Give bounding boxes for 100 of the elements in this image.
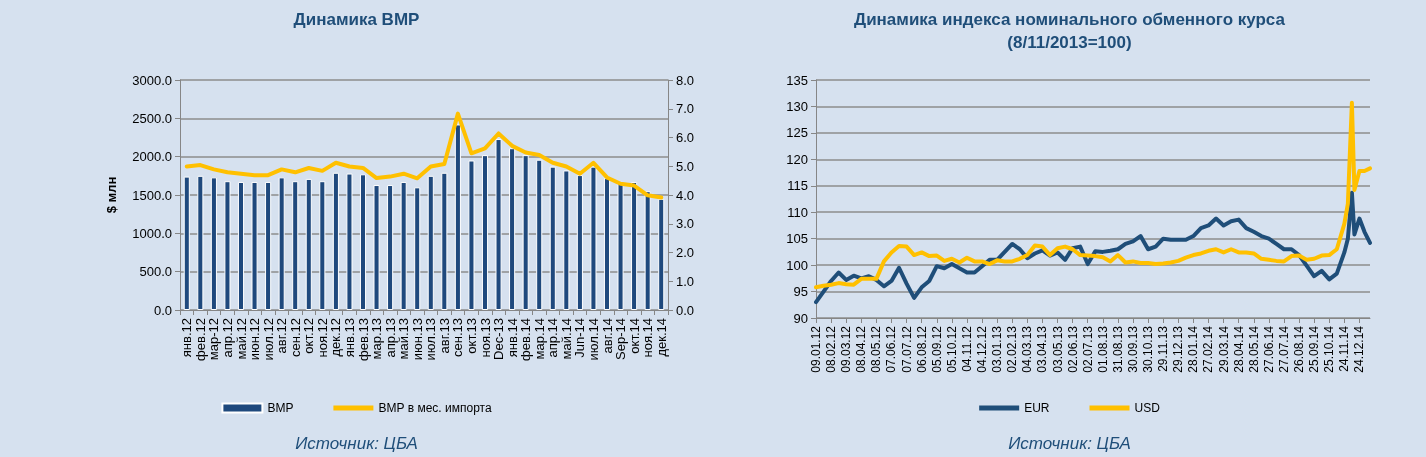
x-tick-label: ноя.14 <box>640 318 656 358</box>
y-tick-label: 90 <box>793 310 808 326</box>
legend-label: ВМР в мес. импорта <box>378 401 492 415</box>
y2-tick-label: 2.0 <box>676 245 695 260</box>
x-tick-label: мар.13 <box>369 318 385 360</box>
x-tick-label: июл.14 <box>585 318 601 361</box>
x-tick-label: 07.07.12 <box>899 325 914 373</box>
x-tick-label: Jun-14 <box>572 318 588 358</box>
bar <box>509 148 516 310</box>
x-tick-label: июн.13 <box>409 318 425 361</box>
x-tick-label: авг.14 <box>599 318 615 354</box>
y2-tick-label: 0.0 <box>676 302 695 318</box>
y2-tick-label: 3.0 <box>676 216 695 232</box>
legend-label: EUR <box>1024 401 1050 415</box>
x-tick-label: 29.11.13 <box>1156 325 1171 372</box>
bar <box>210 177 217 310</box>
bar <box>183 176 190 310</box>
y-tick-label: 120 <box>786 151 808 167</box>
bar <box>278 177 285 310</box>
bar <box>576 175 583 310</box>
x-tick-label: дек.12 <box>328 318 344 357</box>
y-tick-label: 95 <box>793 284 808 300</box>
bar <box>332 172 339 310</box>
x-tick-label: 02.06.13 <box>1065 325 1080 373</box>
bar <box>549 166 556 310</box>
bar <box>603 178 611 310</box>
x-tick-label: 05.09.12 <box>929 325 944 373</box>
x-tick-label: 08.05.12 <box>869 325 884 373</box>
x-tick-label: 24.12.14 <box>1352 325 1367 373</box>
y-axis-title: $ млн <box>104 176 119 214</box>
bar <box>346 173 353 310</box>
bar <box>644 191 651 310</box>
x-tick-label: 06.08.12 <box>914 325 929 373</box>
y-tick-label: 130 <box>786 98 808 114</box>
text: Источник: ЦБА <box>1008 434 1131 453</box>
bar <box>319 181 326 310</box>
x-tick-label: 01.08.13 <box>1095 325 1110 373</box>
bar <box>373 185 380 310</box>
x-tick-label: май.13 <box>396 318 412 360</box>
x-tick-label: 27.06.14 <box>1261 325 1276 373</box>
x-tick-label: янв.12 <box>179 318 195 358</box>
bar <box>658 198 665 310</box>
chart-subtitle: (8/11/2013=100) <box>1007 33 1132 52</box>
chart-title: Динамика ВМР <box>293 10 420 29</box>
bar <box>414 187 421 310</box>
y-tick-label: 1500.0 <box>132 187 172 203</box>
bar <box>590 166 597 310</box>
bar <box>265 181 272 310</box>
y-tick-label: 105 <box>786 231 808 247</box>
x-tick-label: 07.06.12 <box>884 325 899 373</box>
y-tick-label: 125 <box>786 125 808 141</box>
bar <box>251 181 258 310</box>
x-tick-label: фев.13 <box>355 318 371 361</box>
y-tick-label: 500.0 <box>139 264 172 280</box>
x-tick-label: 09.03.12 <box>839 325 854 373</box>
y-tick-label: 1000.0 <box>132 225 172 241</box>
y2-tick-label: 6.0 <box>676 130 695 145</box>
x-tick-label: 29.03.14 <box>1216 325 1231 373</box>
x-tick-label: сен.13 <box>450 318 466 357</box>
bar <box>427 175 434 310</box>
x-tick-label: ноя.12 <box>314 318 330 358</box>
bar <box>631 181 638 310</box>
y-tick-label: 110 <box>787 204 808 220</box>
x-tick-label: 31.08.13 <box>1110 325 1125 373</box>
y-tick-label: 0.0 <box>153 302 172 318</box>
text: Источник: ЦБА <box>295 434 418 453</box>
x-tick-label: 03.01.13 <box>990 325 1005 373</box>
x-tick-label: янв.14 <box>504 318 520 358</box>
bar <box>536 159 543 310</box>
x-tick-label: дек.14 <box>653 318 669 357</box>
x-tick-label: июн.12 <box>247 318 263 361</box>
x-tick-label: 24.11.14 <box>1337 325 1352 372</box>
x-tick-label: 26.08.14 <box>1292 325 1307 373</box>
bar <box>400 181 407 310</box>
y2-tick-label: 4.0 <box>676 187 695 203</box>
bar <box>292 181 299 310</box>
line-series <box>814 100 1372 290</box>
x-tick-label: фев.12 <box>192 318 208 361</box>
x-tick-label: Dec-13 <box>491 318 507 360</box>
x-tick-label: 09.01.12 <box>809 325 823 373</box>
x-tick-label: авг.12 <box>274 318 290 354</box>
x-tick-label: фев.14 <box>518 318 534 361</box>
bar <box>224 181 231 310</box>
y-tick-label: 2500.0 <box>132 110 172 126</box>
chart-title: Динамика индекса номинального обменного курса <box>854 10 1286 29</box>
bar <box>441 172 448 310</box>
x-tick-label: 03.05.13 <box>1050 325 1065 373</box>
x-tick-label: 28.05.14 <box>1246 325 1261 373</box>
x-tick-label: Sep-14 <box>613 318 629 360</box>
x-tick-label: 04.03.13 <box>1020 325 1035 373</box>
y2-tick-label: 5.0 <box>676 158 695 174</box>
x-tick-label: 27.02.14 <box>1201 325 1216 373</box>
y2-tick-label: 1.0 <box>676 273 695 289</box>
bar <box>522 155 529 310</box>
y-tick-label: 135 <box>786 72 808 88</box>
bar <box>563 170 570 310</box>
y2-tick-label: 7.0 <box>676 101 695 117</box>
y-tick-label: 115 <box>787 178 808 194</box>
line-series <box>184 111 664 200</box>
y-tick-label: 3000.0 <box>132 72 172 88</box>
